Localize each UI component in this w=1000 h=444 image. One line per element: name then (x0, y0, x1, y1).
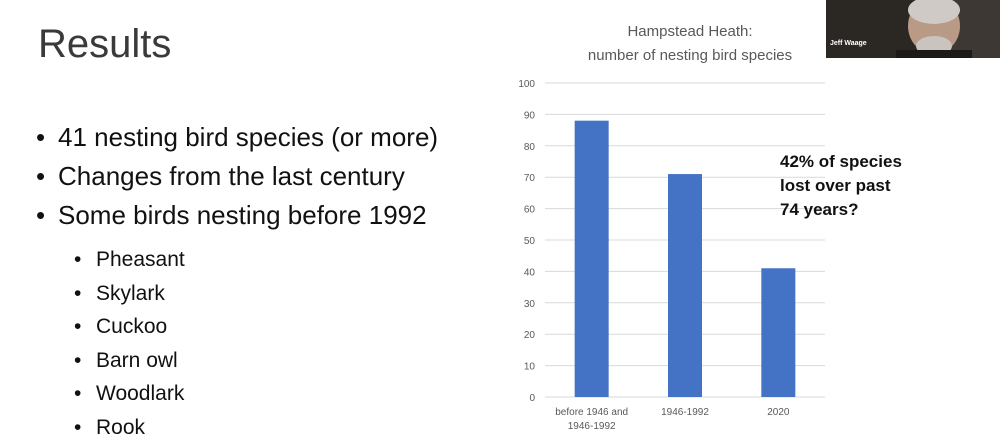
y-tick-label: 100 (518, 79, 535, 90)
bullet-dot: • (36, 118, 58, 157)
bullet-dot: • (74, 310, 96, 344)
sub-bullet-item: •Barn owl (74, 344, 185, 378)
bar (761, 268, 795, 397)
annotation-line: 42% of species (780, 150, 902, 174)
sub-bullet-text: Skylark (96, 282, 165, 305)
participant-avatar (826, 0, 1000, 58)
sub-bullet-text: Woodlark (96, 382, 184, 405)
sub-bullet-item: •Pheasant (74, 243, 185, 277)
participant-video-tile[interactable]: Jeff Waage (826, 0, 1000, 58)
chart-annotation: 42% of species lost over past 74 years? (780, 150, 902, 222)
x-tick-label: before 1946 and (555, 407, 628, 418)
y-tick-label: 10 (524, 362, 536, 373)
bullet-dot: • (74, 277, 96, 311)
bullet-dot: • (74, 377, 96, 411)
y-tick-label: 20 (524, 330, 536, 341)
y-tick-label: 40 (524, 267, 536, 278)
x-tick-label: 1946-1992 (568, 421, 616, 432)
bullet-item: •Some birds nesting before 1992 (36, 196, 438, 235)
sub-bullet-text: Pheasant (96, 248, 185, 271)
sub-bullet-list: •Pheasant •Skylark •Cuckoo •Barn owl •Wo… (74, 243, 185, 444)
y-tick-label: 60 (524, 205, 536, 216)
y-tick-label: 0 (529, 393, 535, 404)
bullet-text: Some birds nesting before 1992 (58, 200, 427, 230)
bullet-text: Changes from the last century (58, 161, 405, 191)
y-tick-label: 30 (524, 299, 536, 310)
participant-name: Jeff Waage (830, 40, 867, 47)
sub-bullet-item: •Woodlark (74, 377, 185, 411)
bullet-dot: • (36, 196, 58, 235)
x-tick-label: 2020 (767, 407, 790, 418)
sub-bullet-text: Barn owl (96, 349, 178, 372)
slide-title: Results (38, 22, 171, 67)
bullet-item: •41 nesting bird species (or more) (36, 118, 438, 157)
bar (575, 121, 609, 397)
y-tick-label: 80 (524, 142, 536, 153)
sub-bullet-text: Cuckoo (96, 315, 167, 338)
bullet-dot: • (36, 157, 58, 196)
x-tick-label: 1946-1992 (661, 407, 709, 418)
y-tick-label: 70 (524, 173, 536, 184)
y-tick-label: 50 (524, 236, 536, 247)
annotation-line: lost over past (780, 174, 902, 198)
bullet-dot: • (74, 344, 96, 378)
sub-bullet-text: Rook (96, 416, 145, 439)
bullet-text: 41 nesting bird species (or more) (58, 122, 438, 152)
sub-bullet-item: •Skylark (74, 277, 185, 311)
bullet-dot: • (74, 243, 96, 277)
bar (668, 174, 702, 397)
bullet-item: •Changes from the last century (36, 157, 438, 196)
annotation-line: 74 years? (780, 198, 902, 222)
y-tick-label: 90 (524, 110, 536, 121)
bullet-list: •41 nesting bird species (or more) •Chan… (36, 118, 438, 235)
sub-bullet-item: •Cuckoo (74, 310, 185, 344)
